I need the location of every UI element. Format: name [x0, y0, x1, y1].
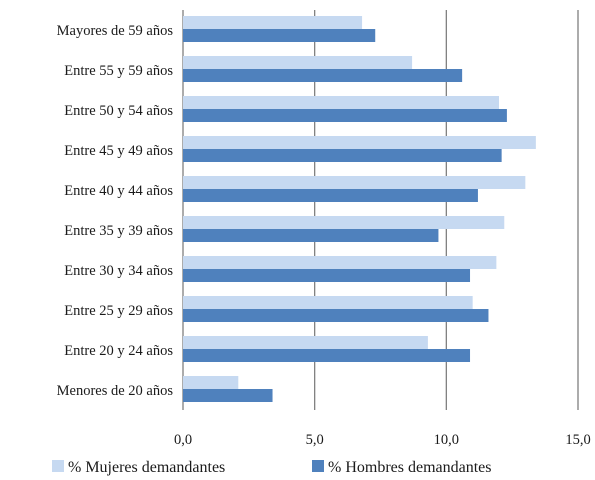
bar-mujeres — [183, 96, 499, 109]
bar-hombres — [183, 69, 463, 82]
category-label: Entre 35 y 39 años — [64, 223, 173, 239]
bar-hombres — [183, 29, 376, 42]
bar-hombres — [183, 309, 489, 322]
bar-hombres — [183, 229, 439, 242]
legend-label-hombres: % Hombres demandantes — [328, 459, 492, 476]
legend: % Mujeres demandantes % Hombres demandan… — [52, 459, 492, 476]
bar-mujeres — [183, 336, 428, 349]
x-tick-label: 10,0 — [434, 432, 459, 448]
category-label: Entre 20 y 24 años — [64, 343, 173, 359]
category-label: Entre 50 y 54 años — [64, 103, 173, 119]
category-label: Entre 40 y 44 años — [64, 183, 173, 199]
category-label: Entre 30 y 34 años — [64, 263, 173, 279]
bar-mujeres — [183, 256, 497, 269]
category-label: Entre 25 y 29 años — [64, 303, 173, 319]
bar-hombres — [183, 109, 507, 122]
x-tick-label: 15,0 — [565, 432, 590, 448]
category-label: Menores de 20 años — [57, 383, 174, 399]
bar-mujeres — [183, 176, 526, 189]
bar-mujeres — [183, 16, 363, 29]
bar-mujeres — [183, 296, 473, 309]
category-label: Entre 55 y 59 años — [64, 63, 173, 79]
bar-mujeres — [183, 376, 239, 389]
x-tick-labels: 0,0 5,0 10,0 15,0 — [174, 432, 591, 448]
category-label: Mayores de 59 años — [57, 23, 174, 39]
legend-swatch-mujeres — [52, 460, 64, 472]
category-labels: Mayores de 59 años Entre 55 y 59 años Entr… — [57, 23, 174, 399]
bar-hombres — [183, 269, 471, 282]
x-tick-label: 5,0 — [306, 432, 324, 448]
bar-hombres — [183, 189, 478, 202]
bar-hombres — [183, 149, 502, 162]
bar-mujeres — [183, 136, 536, 149]
x-tick-label: 0,0 — [174, 432, 192, 448]
bar-hombres — [183, 349, 471, 362]
bar-hombres — [183, 389, 273, 402]
bar-mujeres — [183, 56, 413, 69]
bar-mujeres — [183, 216, 505, 229]
bars — [183, 16, 536, 402]
legend-swatch-hombres — [312, 460, 324, 472]
category-label: Entre 45 y 49 años — [64, 143, 173, 159]
legend-label-mujeres: % Mujeres demandantes — [68, 459, 225, 476]
